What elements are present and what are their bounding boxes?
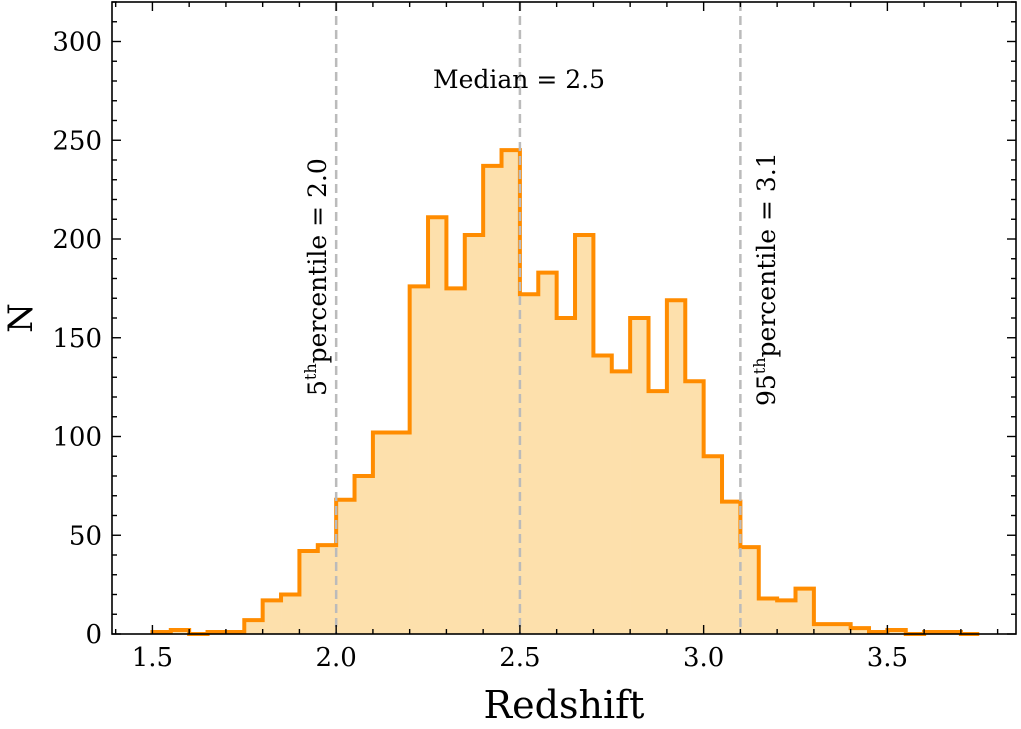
y-tick-label: 250 <box>52 126 102 156</box>
y-tick-label: 50 <box>69 521 102 551</box>
y-tick-label: 300 <box>52 28 102 58</box>
histogram-bar <box>317 545 337 634</box>
x-axis-label: Redshift <box>484 683 645 725</box>
p95-annotation: 95thpercentile = 3.1 <box>750 152 781 406</box>
p95-sup: th <box>750 357 769 374</box>
p5-base: 5 <box>303 380 332 396</box>
histogram-bar <box>575 235 594 635</box>
histogram-bar <box>556 318 576 634</box>
histogram-bar <box>777 600 796 634</box>
histogram-bar <box>336 499 355 634</box>
histogram-bar <box>428 217 447 634</box>
histogram-bar <box>593 355 613 634</box>
histogram-bar <box>483 165 502 635</box>
y-axis-label: N <box>1 303 41 333</box>
histogram-bar <box>722 501 741 634</box>
x-tick-label: 2.0 <box>315 643 356 673</box>
histogram-bar <box>648 391 668 634</box>
y-tick-label: 0 <box>85 620 102 650</box>
histogram-bar <box>281 594 300 634</box>
histogram-bar <box>538 272 557 634</box>
median-annotation: Median = 2.5 <box>433 65 605 94</box>
histogram-bar <box>464 235 484 635</box>
histogram-bar <box>685 381 704 634</box>
histogram-bar <box>850 628 870 634</box>
y-tick-label: 200 <box>52 225 102 255</box>
histogram-bar <box>666 300 686 634</box>
p95-rest: percentile = 3.1 <box>752 152 781 357</box>
histogram-bar <box>758 598 778 634</box>
histogram-bar <box>630 318 649 634</box>
histogram-bar <box>703 456 723 634</box>
histogram-bar <box>740 547 760 634</box>
p5-annotation: 5thpercentile = 2.0 <box>301 158 332 396</box>
p95-base: 95 <box>752 374 781 406</box>
histogram-bar <box>446 288 466 634</box>
histogram-bar <box>832 624 851 634</box>
histogram-bar <box>813 624 833 634</box>
x-tick-label: 3.5 <box>867 643 908 673</box>
x-tick-label: 3.0 <box>683 643 724 673</box>
y-tick-label: 100 <box>52 423 102 453</box>
histogram-bar <box>299 551 319 634</box>
histogram-bar <box>795 588 815 634</box>
x-tick-label: 1.5 <box>132 643 173 673</box>
histogram-bar <box>262 600 282 634</box>
histogram-bar <box>391 432 410 634</box>
histogram-bar <box>501 150 521 634</box>
p5-rest: percentile = 2.0 <box>303 158 332 363</box>
histogram-bar <box>244 620 263 634</box>
histogram-bar <box>611 371 631 634</box>
p5-sup: th <box>301 363 320 380</box>
histogram-bar <box>354 476 374 634</box>
x-tick-label: 2.5 <box>499 643 540 673</box>
y-tick-label: 150 <box>52 324 102 354</box>
histogram-bar <box>409 286 429 634</box>
histogram-bar <box>372 432 392 634</box>
histogram-bar <box>519 294 539 634</box>
histogram-outline <box>150 148 980 636</box>
plot-frame <box>111 1 1017 635</box>
